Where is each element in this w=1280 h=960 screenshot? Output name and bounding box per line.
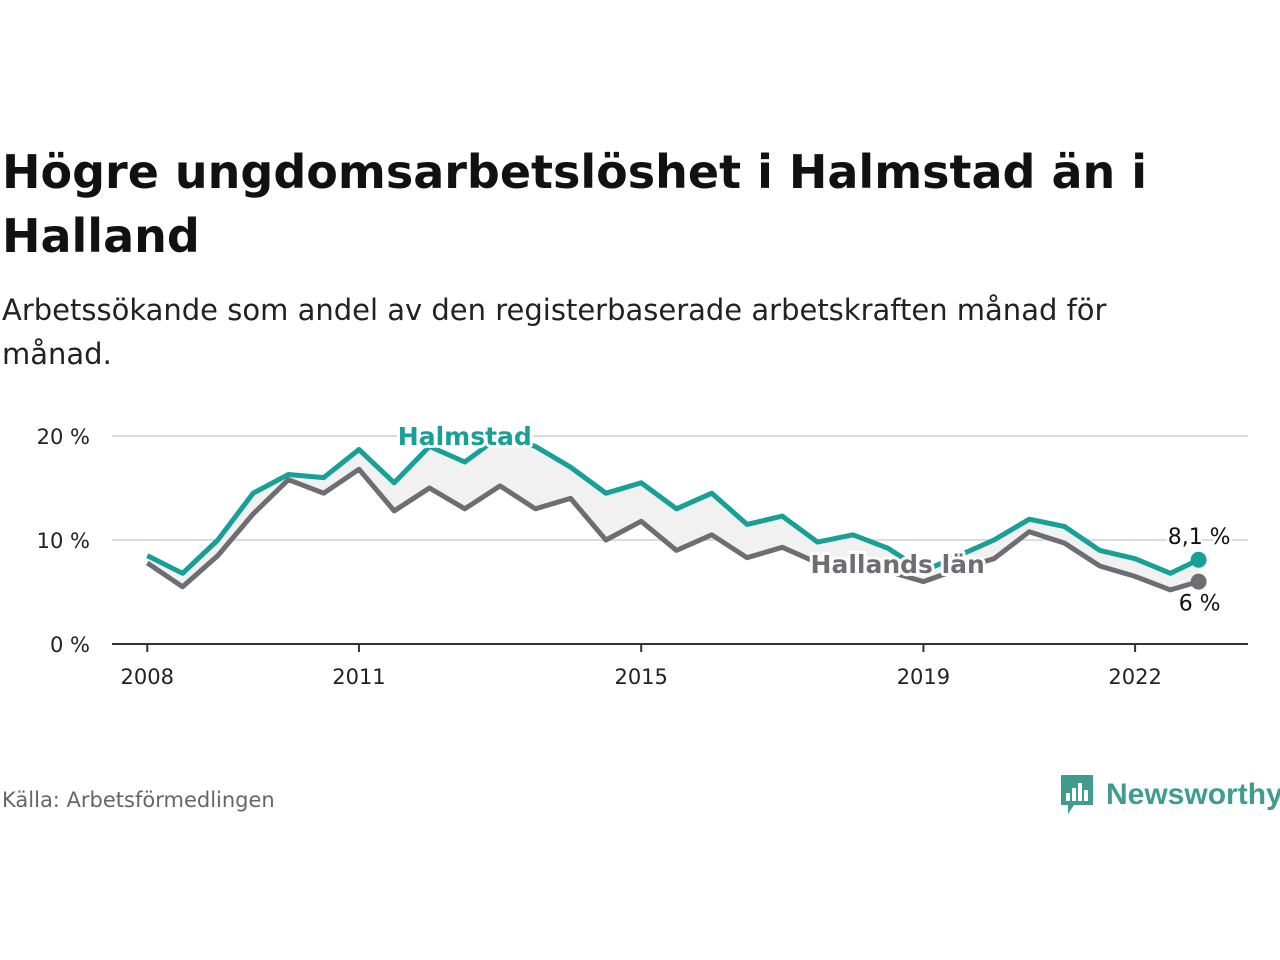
x-tick-label-2011: 2011: [332, 665, 385, 689]
newsworthy-logo-icon: [1061, 775, 1093, 814]
end-label-halmstad: 8,1 %: [1168, 525, 1231, 550]
y-tick-label-10: 10 %: [37, 529, 90, 553]
series-line-hallands-lan: [145, 466, 1200, 593]
y-tick-label-0: 0 %: [50, 633, 90, 657]
x-tick-label-2019: 2019: [897, 665, 950, 689]
brand-logo[interactable]: Newsworthy: [1058, 772, 1280, 818]
x-tick-label-2008: 2008: [121, 665, 174, 689]
line-chart: 0 % 10 % 20 % 2008 2011 2015 2019 2022 8,1 % 6 %…: [37, 419, 1248, 689]
end-marker-halmstad: [1190, 551, 1207, 568]
series-name-hallands-lan: Hallands län: [811, 550, 985, 579]
source-note: Källa: Arbetsförmedlingen: [2, 788, 275, 812]
x-tick-label-2015: 2015: [614, 665, 667, 689]
end-marker-hallands-lan: [1190, 573, 1207, 590]
series-line-halmstad: [146, 433, 1200, 576]
series-labels: 8,1 % 6 % Halmstad Hallands län: [395, 419, 1233, 619]
x-tick-label-2022: 2022: [1108, 665, 1161, 689]
chart-title: Högre ungdomsarbetslöshet i Halmstad än …: [2, 145, 1148, 263]
difference-band: [147, 436, 1199, 590]
end-label-hallands-lan: 6 %: [1179, 592, 1221, 617]
series-name-halmstad: Halmstad: [398, 422, 532, 451]
chart-subtitle: Arbetssökande som andel av den registerb…: [2, 293, 1107, 371]
brand-name: Newsworthy: [1106, 778, 1280, 811]
axis-ticks: 0 % 10 % 20 % 2008 2011 2015 2019 2022: [37, 425, 1162, 689]
y-tick-label-20: 20 %: [37, 425, 90, 449]
